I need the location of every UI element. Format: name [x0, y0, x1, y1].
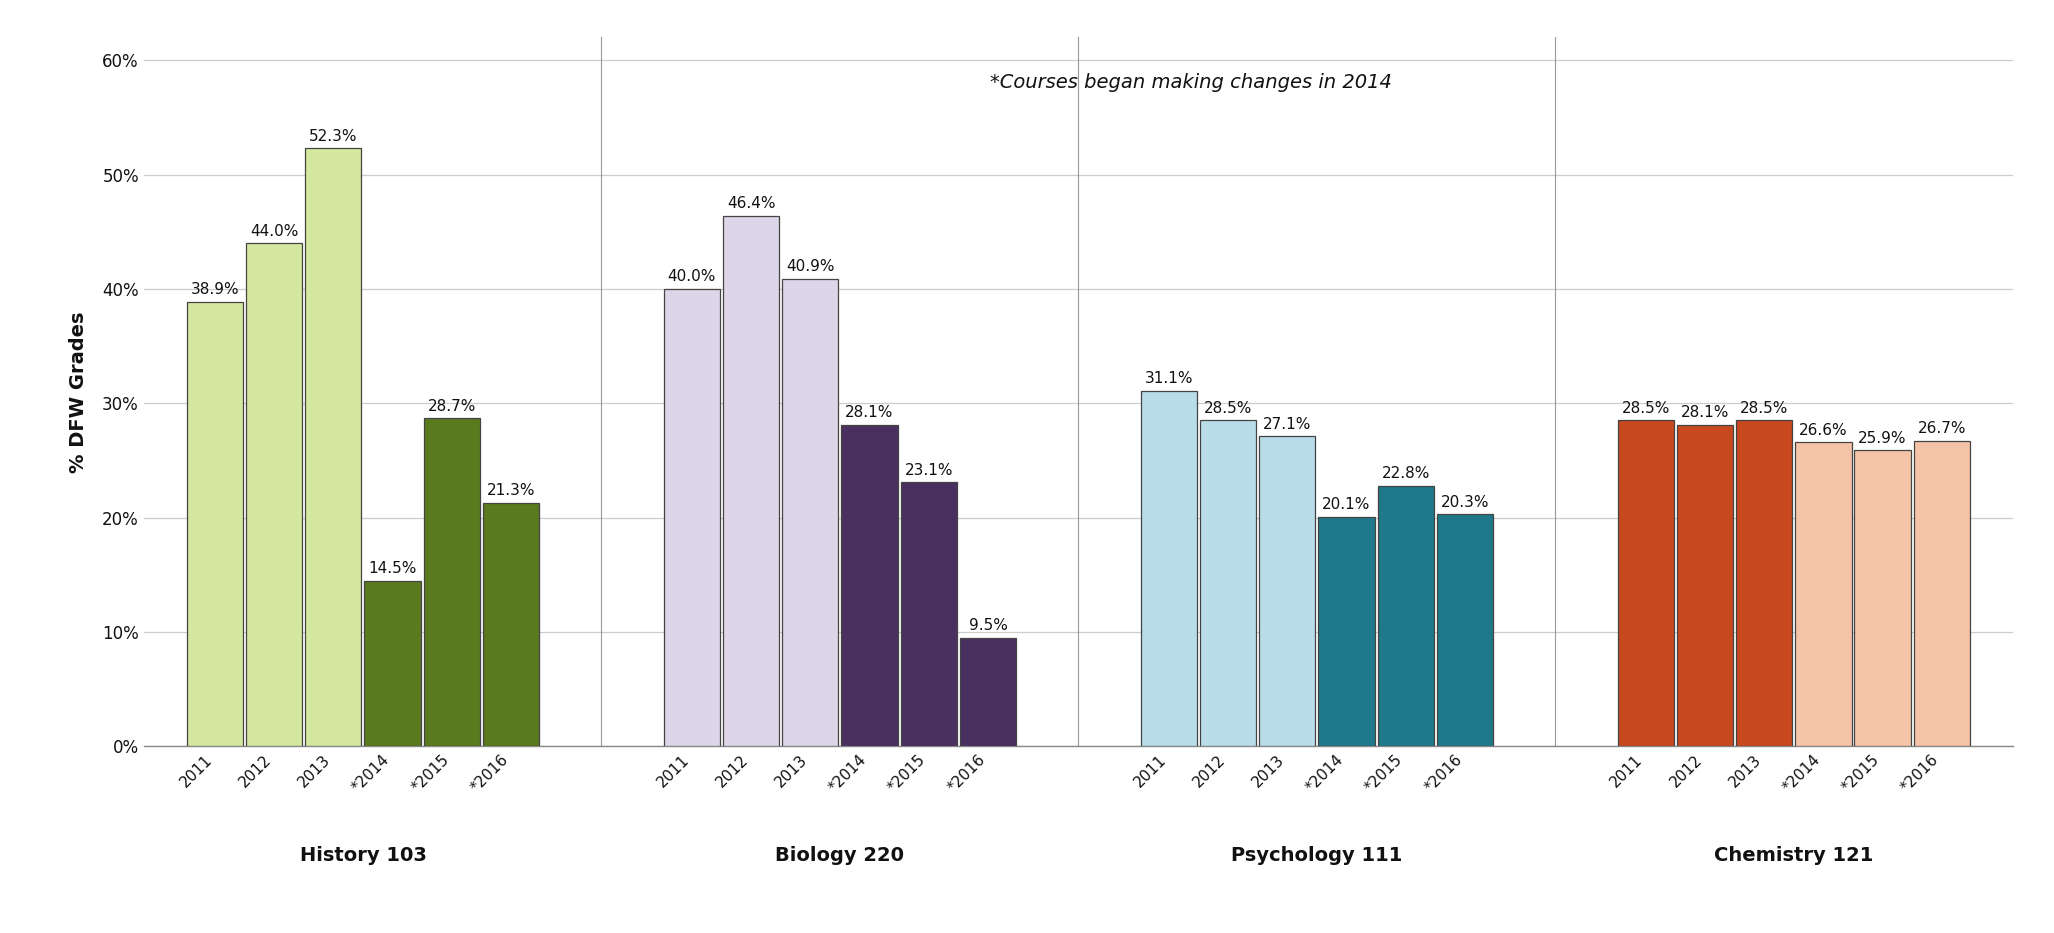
Bar	[900, 482, 957, 746]
Text: 23.1%: 23.1%	[904, 463, 953, 478]
Text: 9.5%: 9.5%	[969, 619, 1006, 634]
Text: 28.5%: 28.5%	[1740, 401, 1789, 416]
Bar	[783, 279, 838, 746]
Text: Psychology 111: Psychology 111	[1230, 846, 1403, 866]
Bar	[246, 244, 302, 746]
Bar	[1736, 421, 1793, 746]
Bar	[1436, 514, 1493, 746]
Bar	[364, 580, 421, 746]
Text: 40.9%: 40.9%	[787, 259, 834, 274]
Text: Biology 220: Biology 220	[776, 846, 904, 866]
Text: 27.1%: 27.1%	[1263, 417, 1310, 432]
Text: 21.3%: 21.3%	[487, 483, 536, 498]
Bar	[1795, 442, 1851, 746]
Text: 28.1%: 28.1%	[1680, 406, 1729, 421]
Text: 38.9%: 38.9%	[191, 282, 238, 297]
Text: 28.5%: 28.5%	[1621, 401, 1670, 416]
Text: 26.6%: 26.6%	[1799, 423, 1849, 438]
Bar	[1378, 486, 1434, 746]
Text: 31.1%: 31.1%	[1144, 371, 1193, 386]
Text: 14.5%: 14.5%	[368, 561, 417, 576]
Text: 28.1%: 28.1%	[846, 406, 893, 421]
Text: 46.4%: 46.4%	[727, 196, 774, 211]
Text: 28.5%: 28.5%	[1204, 401, 1253, 416]
Text: 20.1%: 20.1%	[1323, 497, 1370, 512]
Bar	[1616, 421, 1674, 746]
Text: 25.9%: 25.9%	[1859, 431, 1906, 446]
Text: *Courses began making changes in 2014: *Courses began making changes in 2014	[990, 73, 1391, 91]
Text: History 103: History 103	[300, 846, 427, 866]
Text: 26.7%: 26.7%	[1918, 422, 1966, 437]
Text: 52.3%: 52.3%	[308, 129, 357, 144]
Bar	[1259, 437, 1315, 746]
Bar	[1914, 441, 1970, 746]
Bar	[842, 425, 898, 746]
Text: 40.0%: 40.0%	[668, 270, 717, 285]
Bar	[723, 216, 778, 746]
Bar	[663, 289, 721, 746]
Text: 44.0%: 44.0%	[251, 224, 298, 239]
Text: Chemistry 121: Chemistry 121	[1713, 846, 1873, 866]
Bar	[1140, 391, 1197, 746]
Text: 20.3%: 20.3%	[1440, 494, 1489, 509]
Y-axis label: % DFW Grades: % DFW Grades	[70, 311, 88, 473]
Bar	[1319, 517, 1374, 746]
Text: 22.8%: 22.8%	[1382, 466, 1430, 481]
Bar	[187, 301, 242, 746]
Bar	[1200, 421, 1257, 746]
Bar	[959, 638, 1017, 746]
Bar	[1855, 451, 1910, 746]
Bar	[1676, 425, 1734, 746]
Bar	[306, 148, 362, 746]
Bar	[423, 418, 481, 746]
Text: 28.7%: 28.7%	[427, 398, 477, 413]
Bar	[483, 503, 540, 746]
